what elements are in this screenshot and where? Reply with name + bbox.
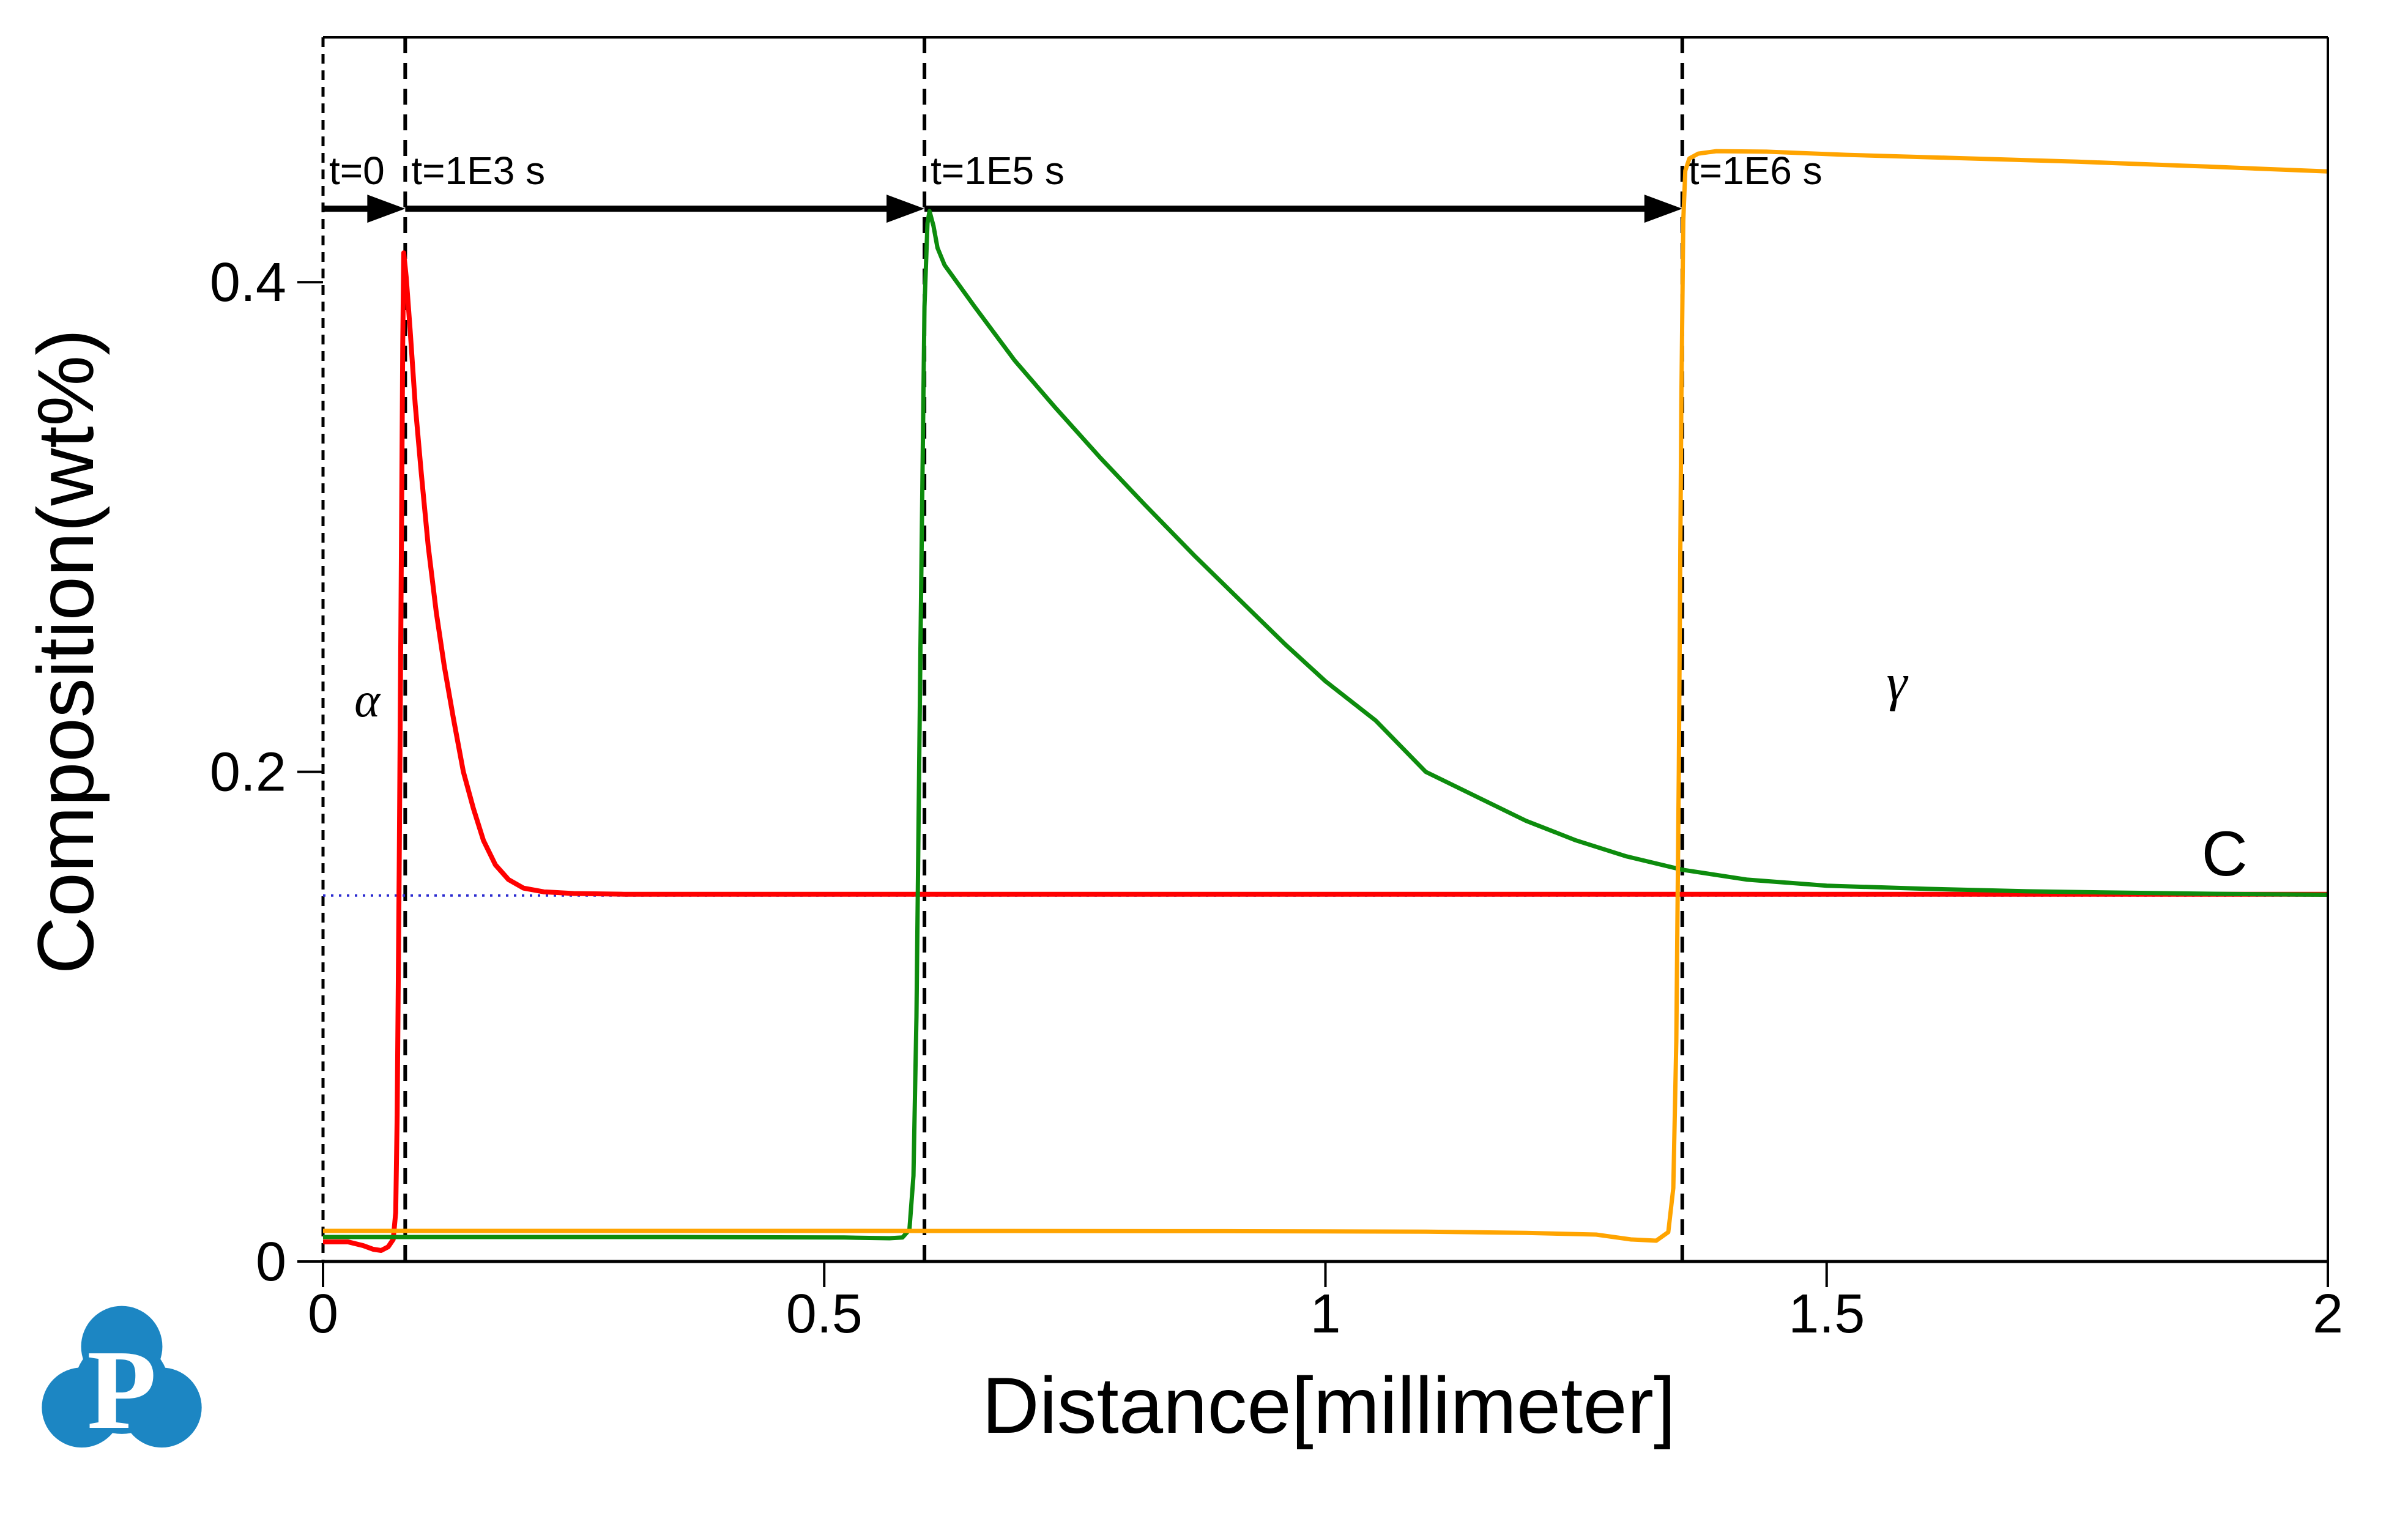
trefoil-cloud-shape [42, 1306, 202, 1448]
cloud-logo-icon: P [42, 1306, 202, 1453]
y-tick-label-1: 0.2 [210, 742, 286, 803]
time-arrow-head-1 [886, 195, 925, 223]
x-tick-label-1: 0.5 [786, 1284, 863, 1345]
logo-letter: P [87, 1327, 157, 1453]
annotation-2: C [2202, 819, 2248, 890]
x-tick-label-3: 1.5 [1788, 1284, 1865, 1345]
series-1-curve [323, 209, 2328, 1241]
x-tick-label-2: 1 [1310, 1284, 1340, 1345]
y-tick-label-2: 0.4 [210, 252, 286, 313]
y-axis-title: Composition(wt%) [21, 329, 110, 975]
series-2-curve [323, 149, 2328, 1243]
x-axis-title: Distance[millimeter] [982, 1361, 1676, 1450]
time-arrow-head-0 [367, 195, 406, 223]
time-arrow-head-2 [1644, 195, 1682, 223]
x-tick-label-0: 0 [308, 1284, 338, 1345]
software-logo: P [40, 1302, 203, 1460]
x-tick-label-4: 2 [2313, 1284, 2343, 1345]
time-label-3: t=1E6 s [1689, 149, 1823, 193]
annotation-1: γ [1886, 653, 1908, 711]
y-tick-label-0: 0 [256, 1232, 286, 1293]
annotation-0: α [354, 674, 381, 727]
time-label-0: t=0 [329, 149, 385, 193]
time-label-2: t=1E5 s [931, 149, 1065, 193]
time-label-1: t=1E3 s [411, 149, 545, 193]
series-0-curve [323, 250, 2328, 1253]
